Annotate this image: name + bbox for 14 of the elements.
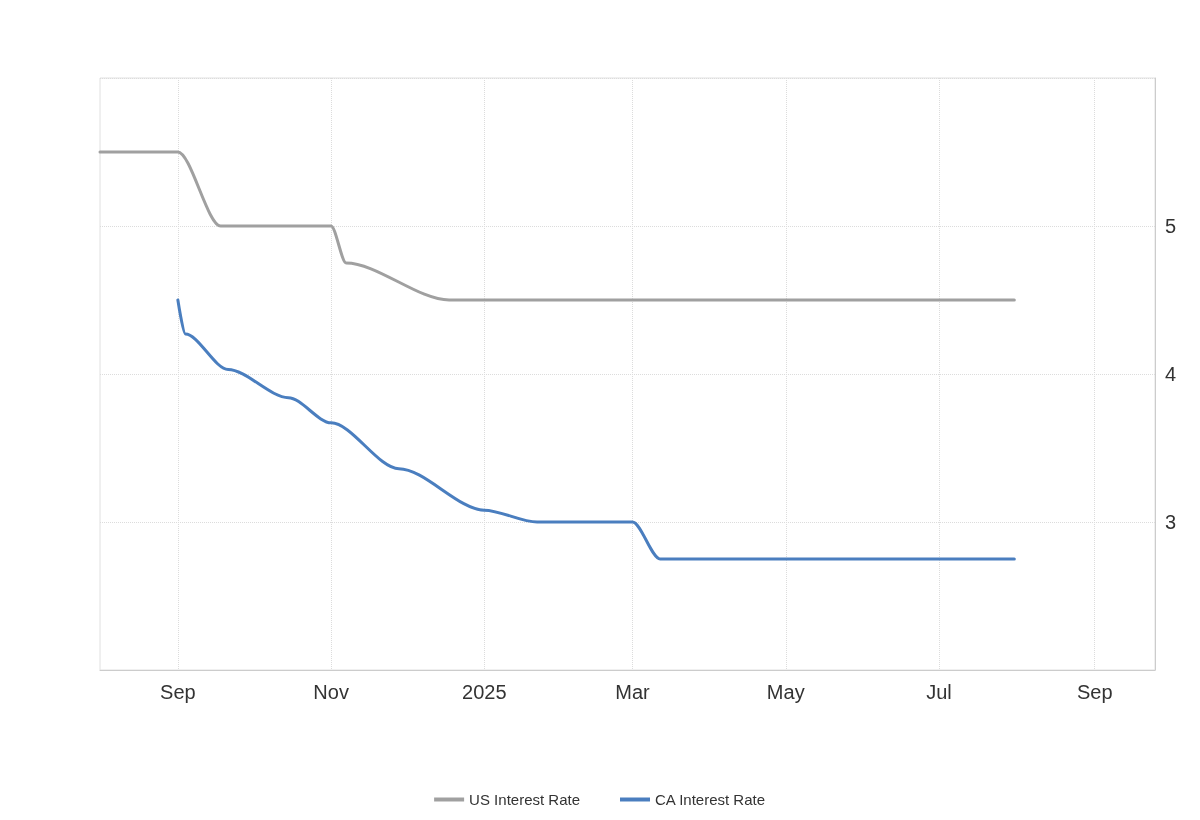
y-tick-label: 3 — [1165, 511, 1177, 533]
line-series — [98, 150, 1016, 302]
legend-label: US Interest Rate — [469, 791, 581, 808]
line-series — [176, 298, 1016, 561]
x-tick-label: 2025 — [462, 681, 507, 703]
y-tick-label: 4 — [1165, 363, 1177, 385]
x-tick-label: Sep — [160, 681, 196, 703]
legend-label: CA Interest Rate — [655, 791, 766, 808]
x-tick-label: Jul — [926, 681, 952, 703]
x-tick-label: Mar — [615, 681, 651, 703]
x-tick-label: Sep — [1076, 681, 1113, 703]
y-tick-label: 5 — [1165, 215, 1177, 237]
x-tick-label: May — [766, 681, 805, 703]
x-tick-label: Nov — [313, 681, 349, 703]
